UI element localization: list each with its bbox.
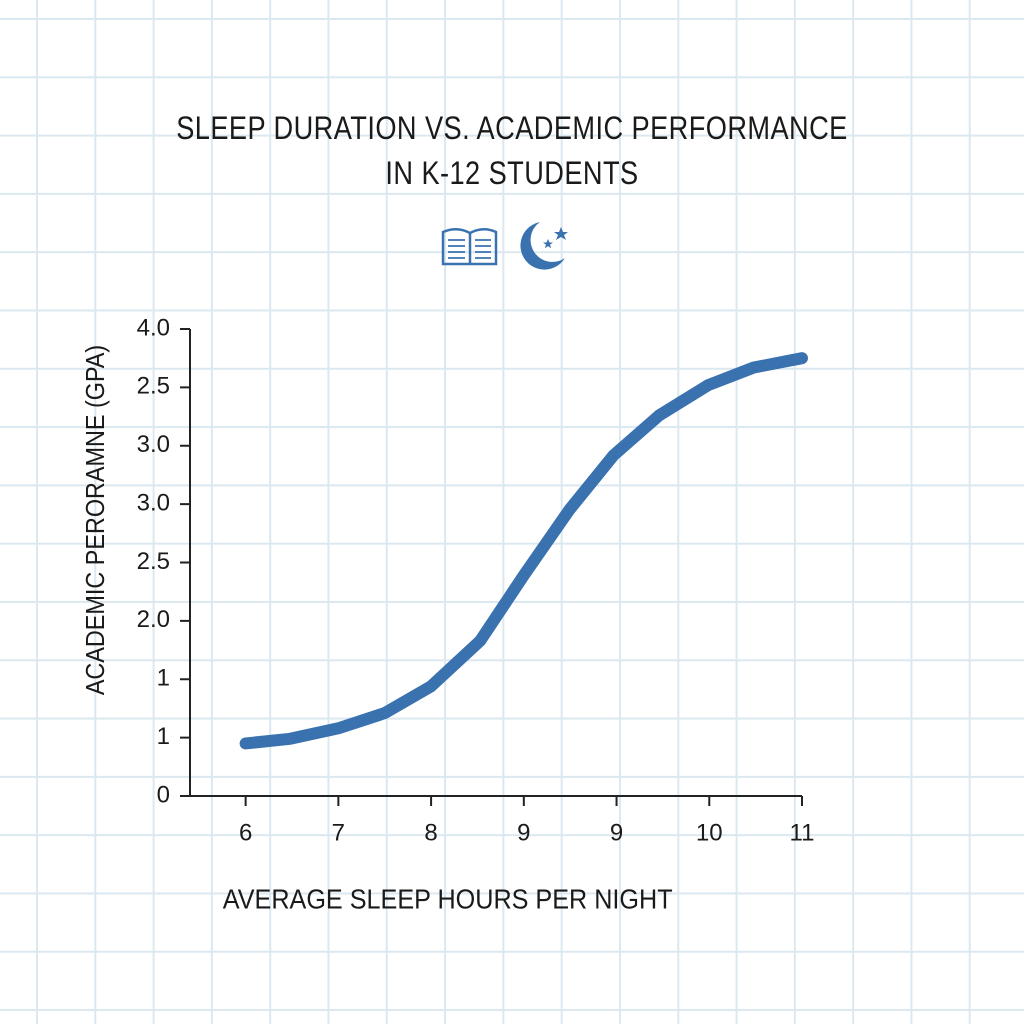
line — [239, 352, 808, 750]
x-tick-label: 11 — [790, 819, 815, 846]
y-tick-label: 2.5 — [137, 548, 170, 575]
x-axis-label: AVERAGE SLEEP HOURS PER NIGHT — [223, 883, 673, 915]
moon-icon — [520, 222, 568, 270]
y-tick-label: 2.0 — [137, 606, 170, 633]
y-tick-label: 3.0 — [137, 431, 170, 458]
y-tick-label: 0 — [157, 781, 170, 808]
x-tick-label: 10 — [696, 819, 723, 846]
x-tick-label: 7 — [332, 819, 345, 846]
y-tick-label: 3.0 — [137, 489, 170, 516]
x-tick-label: 9 — [517, 819, 530, 846]
y-tick-label: 1 — [157, 723, 170, 750]
x-tick-label: 9 — [610, 819, 623, 846]
y-axis-label: ACADEMIC PERORAMNE (GPA) — [82, 345, 110, 695]
x-tick-label: 8 — [424, 819, 437, 846]
y-tick-label: 2.5 — [137, 373, 170, 400]
x-tick-label: 6 — [239, 819, 252, 846]
chart-title: SLEEP DURATION VS. ACADEMIC PERFORMANCE … — [176, 110, 848, 191]
y-tick-label: 1 — [157, 665, 170, 692]
y-tick-label: 4.0 — [137, 314, 170, 341]
book-icon — [441, 228, 498, 266]
